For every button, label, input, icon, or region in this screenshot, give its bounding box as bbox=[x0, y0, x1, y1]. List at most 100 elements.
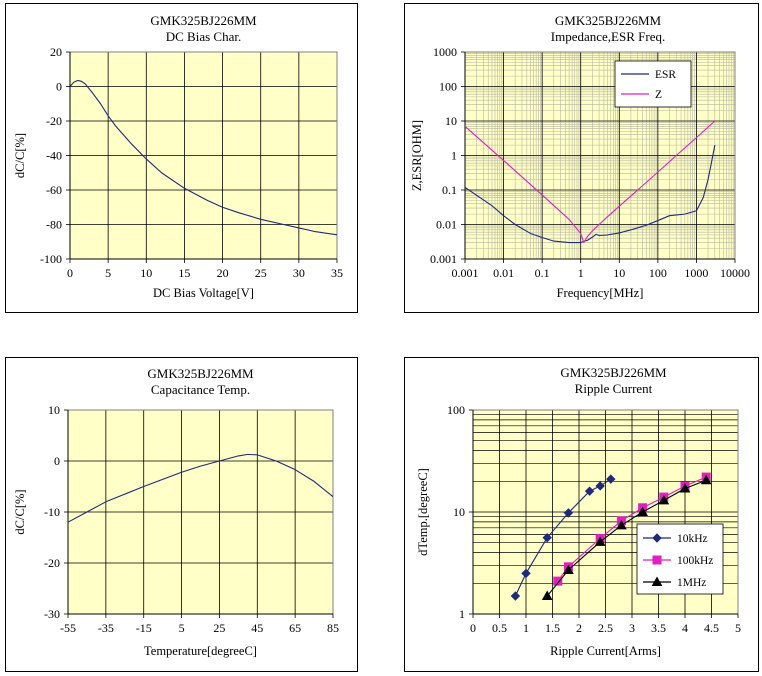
legend-entry: 1MHz bbox=[677, 577, 706, 589]
x-tick-label: 1.5 bbox=[545, 621, 560, 635]
data-point bbox=[679, 482, 691, 493]
chart-subtitle: Impedance,ESR Freq. bbox=[551, 29, 665, 44]
x-tick-label: 20 bbox=[217, 266, 229, 280]
grid bbox=[64, 409, 334, 618]
y-tick-label: 1000 bbox=[433, 45, 457, 59]
x-tick-label: 5 bbox=[179, 621, 185, 635]
chart-title: GMK325BJ226MM bbox=[150, 13, 257, 28]
chart-subtitle: Capacitance Temp. bbox=[151, 382, 250, 397]
data-point bbox=[541, 590, 553, 601]
data-point bbox=[606, 474, 616, 484]
y-tick-label: -20 bbox=[44, 556, 60, 570]
data-point bbox=[637, 506, 648, 516]
x-tick-label: 4.5 bbox=[704, 621, 719, 635]
data-point bbox=[658, 494, 670, 505]
legend-entry: Z bbox=[655, 89, 662, 101]
chart-title: GMK325BJ226MM bbox=[555, 13, 662, 28]
x-tick-label: 45 bbox=[251, 621, 263, 635]
x-tick-label: 10000 bbox=[720, 266, 750, 280]
y-tick-label: 0 bbox=[54, 454, 60, 468]
data-point bbox=[521, 568, 531, 579]
legend: ESR Z bbox=[614, 60, 692, 108]
series-line bbox=[465, 120, 716, 244]
x-tick-label: 1 bbox=[578, 266, 584, 280]
x-axis-label: Frequency[MHz] bbox=[557, 286, 644, 300]
legend: 10kHz 100kHz 1MHz bbox=[636, 523, 724, 595]
series-10khz bbox=[510, 474, 616, 601]
y-tick-label: 100 bbox=[439, 80, 457, 94]
y-tick-label: -10 bbox=[44, 505, 60, 519]
x-tick-label: 0.001 bbox=[452, 266, 479, 280]
x-tick-label: 10 bbox=[140, 266, 152, 280]
series-1 bbox=[70, 79, 337, 236]
x-tick-label: 3.5 bbox=[651, 621, 666, 635]
y-tick-label: 0.1 bbox=[442, 183, 457, 197]
chart-title: GMK325BJ226MM bbox=[560, 365, 667, 380]
x-tick-label: 3 bbox=[629, 621, 635, 635]
data-point bbox=[563, 564, 574, 575]
x-tick-label: 30 bbox=[293, 266, 305, 280]
x-tick-label: 100 bbox=[649, 266, 667, 280]
y-axis-label: dC/C[%] bbox=[13, 489, 27, 534]
x-axis-label: Temperature[degreeC] bbox=[144, 644, 257, 658]
data-point bbox=[584, 486, 595, 496]
dc-bias-chart-panel: GMK325BJ226MM DC Bias Char. 0 5 10 15 20 25 30 35… bbox=[5, 3, 358, 313]
y-tick-label: 1 bbox=[451, 149, 457, 163]
x-tick-label: 1000 bbox=[684, 266, 708, 280]
series-line bbox=[68, 453, 333, 523]
data-point bbox=[595, 481, 605, 491]
y-axis-label: dTemp.[degreeC] bbox=[416, 468, 430, 556]
x-tick-label: 0.5 bbox=[492, 621, 507, 635]
series-line bbox=[465, 145, 716, 244]
data-point bbox=[542, 532, 552, 543]
x-tick-label: 5 bbox=[105, 266, 111, 280]
data-point bbox=[563, 508, 574, 518]
series-z bbox=[465, 120, 716, 244]
x-axis-label: Ripple Current[Arms] bbox=[550, 644, 661, 658]
y-tick-label: 0.01 bbox=[436, 218, 457, 232]
legend-marker bbox=[651, 576, 663, 586]
y-tick-label: 100 bbox=[447, 403, 465, 417]
series-line bbox=[70, 79, 337, 236]
x-tick-label: 1 bbox=[523, 621, 529, 635]
y-tick-label: 10 bbox=[48, 403, 60, 417]
y-tick-label: 10 bbox=[445, 114, 457, 128]
x-tick-label: 25 bbox=[213, 621, 225, 635]
chart-subtitle: DC Bias Char. bbox=[166, 29, 241, 44]
data-point bbox=[700, 474, 712, 485]
x-tick-label: 15 bbox=[178, 266, 190, 280]
y-tick-label: 0.001 bbox=[430, 252, 457, 266]
ripple-current-chart-panel: GMK325BJ226MM Ripple Current 0 0.5 1 1.5 2 2.5 3… bbox=[404, 357, 759, 672]
y-tick-label: 0 bbox=[56, 80, 62, 94]
x-tick-label: 65 bbox=[289, 621, 301, 635]
grid bbox=[469, 409, 739, 618]
x-tick-label: 4 bbox=[682, 621, 688, 635]
x-tick-label: 0.1 bbox=[535, 266, 550, 280]
x-tick-label: 0.01 bbox=[493, 266, 514, 280]
y-axis-label: dC/C[%] bbox=[13, 133, 27, 178]
series-esr bbox=[465, 145, 716, 244]
x-tick-label: 2 bbox=[576, 621, 582, 635]
x-tick-label: 25 bbox=[255, 266, 267, 280]
x-tick-label: 85 bbox=[327, 621, 339, 635]
y-tick-label: -20 bbox=[46, 114, 62, 128]
legend-marker bbox=[652, 533, 662, 543]
legend-entry: 100kHz bbox=[677, 555, 713, 567]
x-tick-label: -55 bbox=[60, 621, 76, 635]
y-tick-label: 1 bbox=[459, 607, 465, 621]
series-1 bbox=[68, 453, 333, 523]
y-tick-label: -60 bbox=[46, 183, 62, 197]
x-tick-label: 10 bbox=[613, 266, 625, 280]
legend-entry: ESR bbox=[655, 69, 676, 81]
legend-marker bbox=[652, 555, 662, 565]
series-1mhz bbox=[541, 474, 712, 601]
capacitance-temp-chart-panel: GMK325BJ226MM Capacitance Temp. -55 -35 -15 5… bbox=[5, 357, 358, 672]
x-axis-label: DC Bias Voltage[V] bbox=[153, 286, 254, 300]
data-point bbox=[510, 591, 521, 601]
data-point bbox=[553, 576, 563, 586]
chart-title: GMK325BJ226MM bbox=[147, 366, 254, 381]
